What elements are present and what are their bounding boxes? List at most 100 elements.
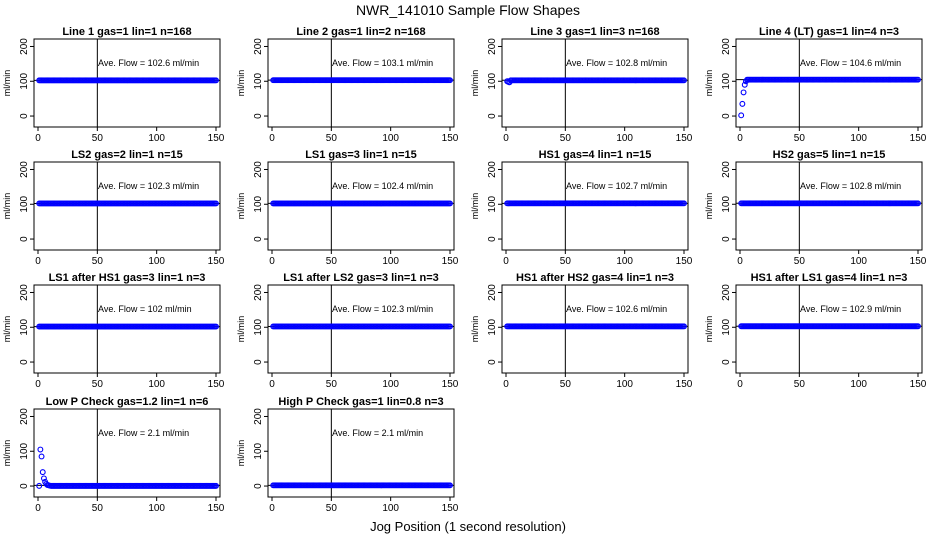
y-tick-label: 0	[721, 113, 732, 119]
x-tick-label: 100	[382, 503, 399, 514]
y-axis-label: ml/min	[470, 316, 480, 343]
x-tick-label: 50	[794, 133, 806, 144]
x-tick-label: 150	[676, 379, 693, 390]
x-tick-label: 100	[148, 503, 165, 514]
y-tick-label: 0	[253, 236, 264, 242]
x-tick-label: 100	[148, 133, 165, 144]
panel-title: Low P Check gas=1.2 lin=1 n=6	[46, 396, 209, 408]
plot-frame	[33, 284, 221, 374]
panel-13: Low P Check gas=1.2 lin=1 n=6 0 50 100 150 0 1…	[2, 396, 225, 514]
x-tick-label: 50	[92, 133, 104, 144]
plot-frame	[735, 161, 923, 251]
data-point	[740, 89, 747, 96]
x-tick-label: 0	[737, 256, 743, 267]
panel-10: LS1 after LS2 gas=3 lin=1 n=3 0 50 100 150 0 1…	[236, 272, 459, 390]
y-tick-label: 100	[487, 318, 498, 335]
panel-title: LS1 gas=3 lin=1 n=15	[305, 149, 417, 161]
y-tick-label: 200	[721, 161, 732, 178]
y-tick-label: 100	[19, 195, 30, 212]
y-tick-label: 0	[19, 483, 30, 489]
x-tick-label: 100	[382, 256, 399, 267]
x-tick-label: 150	[442, 256, 459, 267]
x-tick-label: 150	[442, 133, 459, 144]
y-tick-label: 0	[19, 359, 30, 365]
y-tick-label: 100	[19, 318, 30, 335]
y-tick-label: 0	[253, 359, 264, 365]
data-point	[681, 77, 687, 84]
data-point	[213, 200, 219, 207]
x-tick-label: 100	[850, 256, 867, 267]
y-tick-label: 200	[19, 408, 30, 425]
y-tick-label: 200	[253, 408, 264, 425]
panel-9: LS1 after HS1 gas=3 lin=1 n=3 0 50 100 150 0 1…	[2, 272, 225, 390]
y-tick-label: 0	[253, 113, 264, 119]
data-point	[40, 475, 47, 482]
data-point	[36, 482, 43, 489]
plot-frame	[33, 161, 221, 251]
x-tick-label: 100	[148, 379, 165, 390]
x-tick-label: 100	[616, 379, 633, 390]
data-point	[213, 323, 219, 330]
y-axis-label: ml/min	[2, 440, 12, 467]
x-tick-label: 50	[326, 256, 338, 267]
panel-11: HS1 after HS2 gas=4 lin=1 n=3 0 50 100 150 0 1…	[470, 272, 693, 390]
x-tick-label: 50	[794, 379, 806, 390]
y-tick-label: 100	[253, 318, 264, 335]
y-axis-label: ml/min	[704, 193, 714, 220]
y-axis-label: ml/min	[236, 193, 246, 220]
ave-flow-annotation: Ave. Flow = 2.1 ml/min	[98, 428, 189, 438]
y-tick-label: 0	[721, 359, 732, 365]
ave-flow-annotation: Ave. Flow = 102.3 ml/min	[98, 181, 199, 191]
y-tick-label: 0	[19, 236, 30, 242]
y-tick-label: 100	[487, 72, 498, 89]
plot-frame	[501, 284, 689, 374]
panel-12: HS1 after LS1 gas=4 lin=1 n=3 0 50 100 150 0 1…	[704, 272, 927, 390]
x-tick-label: 0	[269, 503, 275, 514]
y-axis-label: ml/min	[470, 70, 480, 97]
data-point	[447, 323, 453, 330]
y-tick-label: 200	[721, 284, 732, 301]
x-tick-label: 150	[910, 256, 927, 267]
panel-8: HS2 gas=5 lin=1 n=15 0 50 100 150 0 100 200 ml/m…	[704, 149, 927, 267]
ave-flow-annotation: Ave. Flow = 102.8 ml/min	[800, 181, 901, 191]
panel-1: Line 1 gas=1 lin=1 n=168 0 50 100 150 0 100 200…	[2, 26, 225, 144]
x-tick-label: 0	[269, 133, 275, 144]
panel-title: HS1 gas=4 lin=1 n=15	[539, 149, 652, 161]
x-tick-label: 0	[503, 133, 509, 144]
y-axis-label: ml/min	[2, 70, 12, 97]
y-tick-label: 100	[721, 72, 732, 89]
y-axis-label: ml/min	[2, 316, 12, 343]
y-tick-label: 0	[253, 483, 264, 489]
x-tick-label: 150	[208, 256, 225, 267]
plot-frame	[501, 38, 689, 128]
ave-flow-annotation: Ave. Flow = 102.7 ml/min	[566, 181, 667, 191]
data-point	[447, 482, 453, 489]
x-tick-label: 150	[442, 379, 459, 390]
ave-flow-annotation: Ave. Flow = 2.1 ml/min	[332, 428, 423, 438]
chart-main-title: NWR_141010 Sample Flow Shapes	[356, 2, 580, 18]
y-tick-label: 0	[721, 236, 732, 242]
data-point	[37, 446, 44, 453]
x-axis-label: Jog Position (1 second resolution)	[370, 519, 566, 534]
x-tick-label: 0	[35, 256, 41, 267]
data-point	[741, 81, 748, 88]
panel-title: Line 3 gas=1 lin=3 n=168	[530, 26, 659, 38]
ave-flow-annotation: Ave. Flow = 102.6 ml/min	[98, 58, 199, 68]
y-tick-label: 100	[487, 195, 498, 212]
x-tick-label: 100	[616, 133, 633, 144]
panel-title: High P Check gas=1 lin=0.8 n=3	[278, 396, 443, 408]
y-tick-label: 200	[487, 284, 498, 301]
y-axis-label: ml/min	[704, 316, 714, 343]
data-point	[915, 323, 921, 330]
x-tick-label: 150	[442, 503, 459, 514]
panel-title: Line 4 (LT) gas=1 lin=4 n=3	[759, 26, 899, 38]
ave-flow-annotation: Ave. Flow = 102.3 ml/min	[332, 304, 433, 314]
x-tick-label: 150	[676, 256, 693, 267]
x-tick-label: 150	[208, 379, 225, 390]
y-tick-label: 200	[721, 38, 732, 55]
y-tick-label: 200	[487, 161, 498, 178]
panel-3: Line 3 gas=1 lin=3 n=168 0 50 100 150 0 100 200…	[470, 26, 693, 144]
x-tick-label: 150	[208, 503, 225, 514]
ave-flow-annotation: Ave. Flow = 102.6 ml/min	[566, 304, 667, 314]
